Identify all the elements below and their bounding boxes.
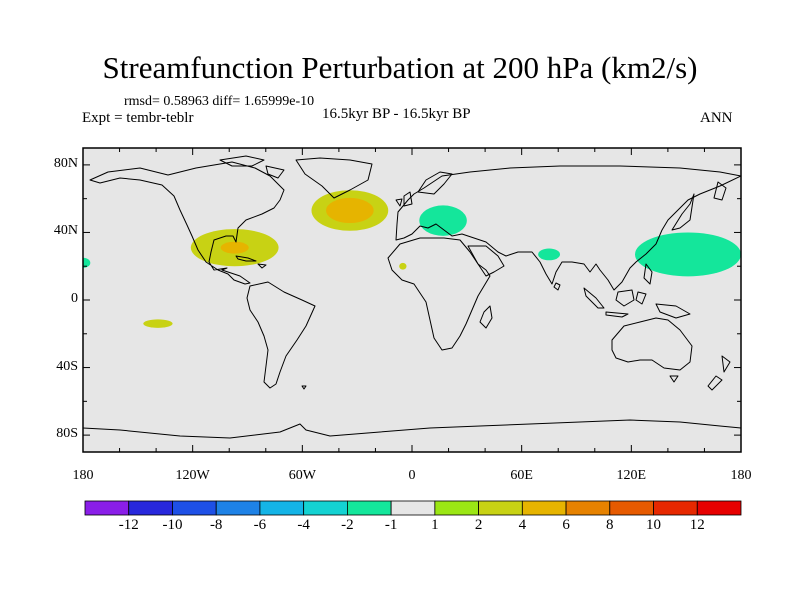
colorbar-swatch — [128, 500, 173, 516]
lon-label: 120W — [175, 468, 210, 483]
colorbar-swatch — [434, 500, 480, 516]
colorbar-swatch — [390, 500, 436, 516]
map-background — [83, 148, 741, 452]
colorbar-label: -6 — [253, 517, 267, 533]
colorbar-label: -10 — [162, 517, 183, 533]
colorbar-swatch — [521, 500, 567, 516]
colorbar-swatch — [84, 500, 130, 516]
colorbar-swatch — [215, 500, 261, 516]
rmsd-stats: rmsd= 0.58963 diff= 1.65999e-10 — [124, 94, 315, 109]
colorbar-swatch — [303, 500, 348, 516]
colorbar-label: 8 — [606, 517, 614, 533]
colorbar — [84, 500, 742, 516]
colorbar-swatch — [346, 500, 392, 516]
lat-label: 40N — [53, 223, 78, 239]
colorbar-swatch — [172, 500, 217, 516]
colorbar-label: -8 — [209, 517, 223, 533]
colorbar-swatch — [653, 500, 698, 516]
colorbar-label: -12 — [118, 517, 139, 533]
coastlines — [83, 155, 741, 439]
anomaly-europe — [419, 205, 467, 236]
colorbar-swatch — [696, 500, 742, 516]
season-label: ANN — [700, 110, 733, 126]
colorbar-swatch — [609, 500, 654, 516]
colorbar-label: 1 — [431, 517, 439, 533]
period-label: 16.5kyr BP - 16.5kyr BP — [322, 106, 471, 122]
lat-label: 80S — [56, 426, 78, 442]
anomaly-south-asia — [538, 248, 561, 261]
lon-label: 120E — [616, 468, 647, 483]
lon-label: 60W — [288, 468, 316, 483]
colorbar-swatch — [565, 500, 611, 516]
colorbar-swatch — [478, 500, 523, 516]
lon-label: 180 — [730, 468, 752, 483]
anomaly-sahara — [399, 262, 407, 270]
colorbar-label: -4 — [297, 517, 310, 533]
axis-ticks — [82, 148, 742, 452]
anomaly-north-pacific — [634, 232, 741, 277]
anomaly-core-north-atlantic — [326, 197, 374, 224]
colorbar-label: 2 — [474, 517, 483, 533]
anomaly-core-north-america — [220, 241, 249, 254]
colorbar-swatch — [259, 500, 305, 516]
experiment-label: Expt = tembr-teblr — [82, 110, 194, 126]
colorbar-label: 12 — [689, 517, 705, 533]
lat-label: 80N — [53, 155, 78, 171]
lon-label: 60E — [510, 468, 533, 483]
colorbar-label: -2 — [341, 517, 354, 533]
colorbar-label: 6 — [562, 517, 570, 533]
anomaly-east-pacific — [83, 257, 91, 268]
colorbar-label: 10 — [646, 517, 662, 533]
lat-label: 40S — [56, 358, 78, 374]
colorbar-label: -1 — [384, 517, 398, 533]
lat-label: 0 — [71, 291, 78, 306]
colorbar-label: 4 — [518, 517, 527, 533]
lon-label: 180 — [72, 468, 94, 483]
lon-label: 0 — [408, 468, 416, 483]
anomaly-south-pacific — [143, 319, 173, 328]
anomaly-layer — [83, 190, 741, 328]
plot-title: Streamfunction Perturbation at 200 hPa (… — [102, 50, 698, 85]
